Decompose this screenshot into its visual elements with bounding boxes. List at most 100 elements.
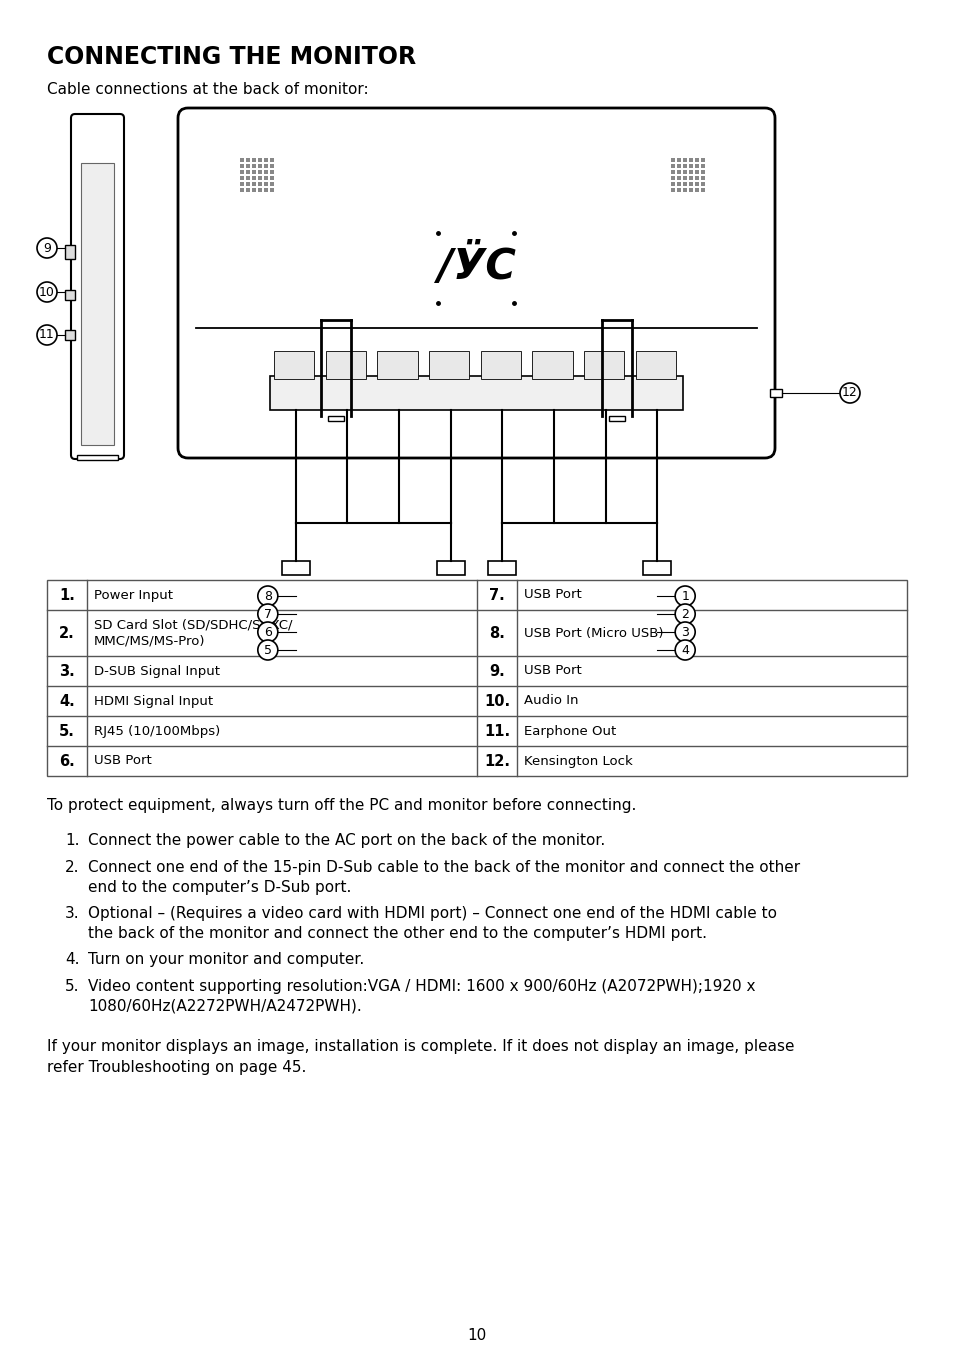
Bar [583, 351, 623, 379]
Bar [670, 176, 675, 180]
Bar [642, 561, 671, 575]
Text: 10: 10 [39, 286, 55, 298]
Bar [257, 176, 262, 180]
Bar [240, 164, 244, 168]
Text: 11: 11 [39, 329, 55, 341]
Bar [377, 351, 417, 379]
Bar [695, 171, 699, 175]
Text: 5.: 5. [65, 979, 79, 994]
Bar [688, 188, 692, 192]
Bar [240, 176, 244, 180]
Bar [682, 181, 686, 185]
Bar [252, 181, 255, 185]
Bar [270, 176, 274, 180]
Circle shape [257, 621, 277, 642]
Bar [246, 176, 250, 180]
Text: 12.: 12. [483, 753, 510, 769]
Bar [281, 561, 310, 575]
Text: 9.: 9. [489, 663, 504, 678]
Bar [429, 351, 469, 379]
Bar [700, 158, 704, 162]
Bar [77, 455, 118, 460]
Text: 5: 5 [264, 643, 272, 657]
Bar [688, 176, 692, 180]
Bar [270, 188, 274, 192]
Bar [252, 164, 255, 168]
Text: 4.: 4. [65, 952, 79, 967]
Text: 7.: 7. [489, 588, 504, 603]
Text: SD Card Slot (SD/SDHC/SDXC/
MMC/MS/MS-Pro): SD Card Slot (SD/SDHC/SDXC/ MMC/MS/MS-Pr… [94, 619, 293, 647]
Bar [246, 181, 250, 185]
Bar [682, 176, 686, 180]
Text: USB Port: USB Port [94, 754, 152, 768]
Text: 1.: 1. [65, 833, 79, 848]
Bar [480, 351, 520, 379]
Text: 2: 2 [680, 608, 688, 620]
Bar [246, 158, 250, 162]
Circle shape [257, 604, 277, 624]
Text: Earphone Out: Earphone Out [523, 724, 616, 738]
Bar [264, 171, 268, 175]
Text: 10: 10 [467, 1328, 486, 1343]
Bar [328, 416, 344, 421]
Bar [246, 188, 250, 192]
Text: Power Input: Power Input [94, 589, 172, 601]
Bar [264, 176, 268, 180]
Bar [257, 181, 262, 185]
Bar [325, 351, 366, 379]
Text: Audio In: Audio In [523, 695, 578, 708]
Bar [257, 158, 262, 162]
Text: D-SUB Signal Input: D-SUB Signal Input [94, 665, 220, 677]
Bar [246, 171, 250, 175]
Bar [240, 171, 244, 175]
Bar [270, 171, 274, 175]
Circle shape [675, 604, 695, 624]
Bar [700, 171, 704, 175]
Bar [270, 181, 274, 185]
Bar [264, 164, 268, 168]
Bar [252, 188, 255, 192]
Text: RJ45 (10/100Mbps): RJ45 (10/100Mbps) [94, 724, 220, 738]
Bar [81, 162, 113, 445]
Bar [677, 158, 680, 162]
Text: 9: 9 [43, 241, 51, 255]
Text: CONNECTING THE MONITOR: CONNECTING THE MONITOR [47, 45, 416, 69]
Bar [240, 181, 244, 185]
Circle shape [675, 586, 695, 607]
Text: 11.: 11. [483, 723, 510, 738]
Circle shape [37, 282, 57, 302]
Bar [252, 171, 255, 175]
Bar [670, 171, 675, 175]
Bar [682, 171, 686, 175]
Bar [65, 290, 75, 301]
Bar [677, 181, 680, 185]
Bar [488, 561, 516, 575]
Text: USB Port: USB Port [523, 589, 581, 601]
Bar [682, 188, 686, 192]
Text: Connect the power cable to the AC port on the back of the monitor.: Connect the power cable to the AC port o… [88, 833, 604, 848]
Bar [270, 158, 274, 162]
Bar [65, 330, 75, 340]
Bar [257, 171, 262, 175]
Text: 4: 4 [680, 643, 688, 657]
Bar [688, 171, 692, 175]
Bar [47, 580, 906, 776]
Text: 1.: 1. [59, 588, 75, 603]
Bar [688, 158, 692, 162]
Bar [677, 176, 680, 180]
Text: HDMI Signal Input: HDMI Signal Input [94, 695, 213, 708]
Bar [240, 158, 244, 162]
Bar [270, 164, 274, 168]
Bar [670, 164, 675, 168]
Text: Connect one end of the 15-pin D-Sub cable to the back of the monitor and connect: Connect one end of the 15-pin D-Sub cabl… [88, 860, 800, 895]
Text: /ӰC: /ӰC [437, 244, 515, 288]
Bar [264, 158, 268, 162]
Bar [274, 351, 314, 379]
Text: 8: 8 [264, 589, 272, 603]
Text: USB Port (Micro USB): USB Port (Micro USB) [523, 627, 662, 639]
Bar [695, 158, 699, 162]
Bar [695, 181, 699, 185]
Text: Video content supporting resolution:VGA / HDMI: 1600 x 900/60Hz (A2072PWH);1920 : Video content supporting resolution:VGA … [88, 979, 755, 1014]
Text: 6.: 6. [59, 753, 74, 769]
Circle shape [257, 586, 277, 607]
